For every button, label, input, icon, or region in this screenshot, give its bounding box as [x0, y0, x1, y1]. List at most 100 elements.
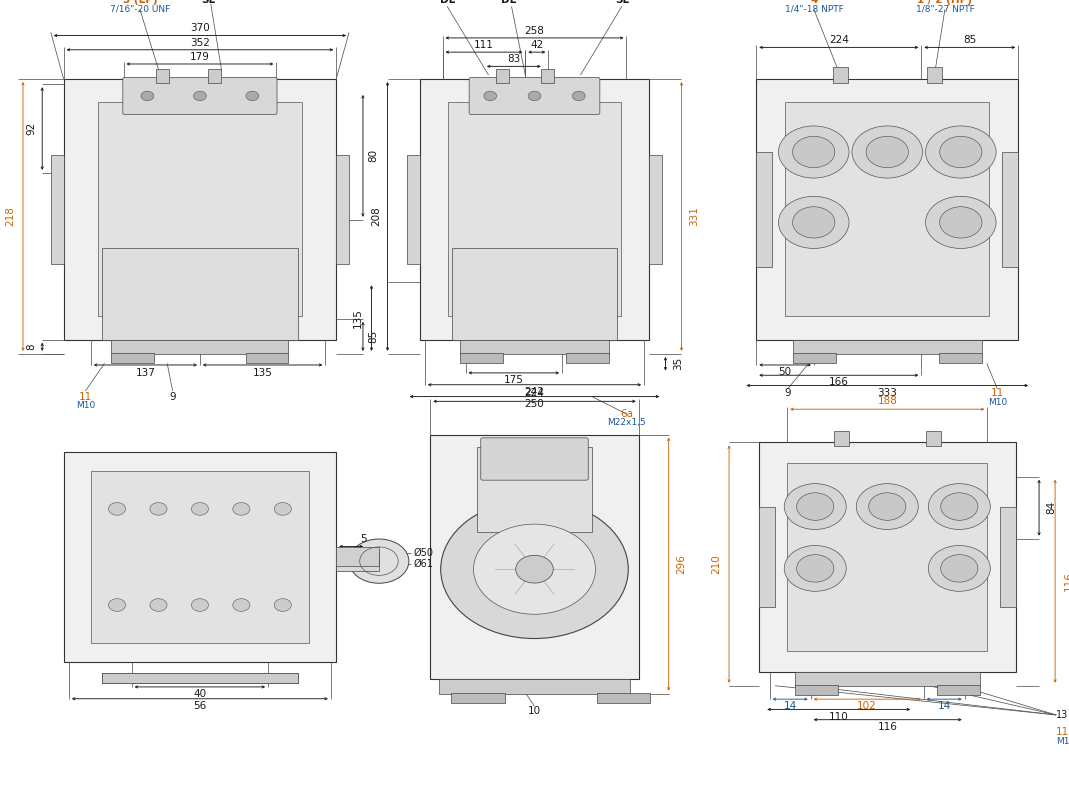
- Text: 116: 116: [1064, 571, 1069, 591]
- Bar: [787, 463, 988, 651]
- Text: SL: SL: [615, 0, 629, 5]
- Bar: [597, 693, 650, 703]
- Text: 14: 14: [938, 702, 950, 711]
- Text: 370: 370: [190, 24, 210, 33]
- Bar: [64, 452, 337, 662]
- Bar: [452, 248, 617, 340]
- Text: 50: 50: [778, 367, 792, 377]
- Circle shape: [150, 599, 167, 611]
- Bar: [111, 353, 154, 363]
- Text: 5: 5: [360, 534, 368, 544]
- Bar: [91, 471, 309, 643]
- Bar: [759, 442, 1016, 672]
- Text: 35: 35: [673, 357, 683, 371]
- Bar: [102, 673, 298, 683]
- Text: 111: 111: [474, 40, 494, 50]
- Bar: [451, 693, 505, 703]
- Bar: [111, 340, 289, 354]
- Text: 110: 110: [828, 712, 849, 721]
- Text: 3 (LP): 3 (LP): [123, 0, 157, 5]
- Text: 242: 242: [525, 387, 544, 397]
- Text: 11: 11: [991, 389, 1004, 398]
- Circle shape: [233, 599, 250, 611]
- FancyBboxPatch shape: [469, 77, 600, 115]
- Circle shape: [191, 502, 208, 515]
- Text: 179: 179: [190, 52, 210, 62]
- Text: 6a: 6a: [620, 409, 633, 419]
- Text: 333: 333: [878, 388, 897, 397]
- Text: 210: 210: [711, 555, 722, 574]
- Text: 9: 9: [169, 392, 176, 401]
- Circle shape: [941, 555, 978, 582]
- Bar: [834, 431, 849, 446]
- Bar: [102, 673, 298, 683]
- Bar: [926, 431, 941, 446]
- Bar: [336, 551, 378, 571]
- Text: 135: 135: [252, 368, 273, 378]
- Text: M10: M10: [1056, 736, 1069, 746]
- Circle shape: [193, 91, 206, 100]
- Bar: [430, 435, 638, 679]
- Circle shape: [440, 500, 629, 638]
- Bar: [50, 155, 63, 264]
- Text: DL*: DL*: [501, 0, 522, 5]
- Text: 102: 102: [857, 702, 877, 711]
- Text: 83: 83: [507, 55, 521, 64]
- Text: 188: 188: [878, 397, 897, 406]
- Circle shape: [275, 599, 292, 611]
- Bar: [208, 69, 221, 83]
- Bar: [460, 340, 609, 354]
- Circle shape: [150, 502, 167, 515]
- Circle shape: [778, 126, 849, 178]
- Text: 250: 250: [525, 399, 544, 408]
- Bar: [567, 353, 609, 363]
- Circle shape: [852, 126, 923, 178]
- Text: 137: 137: [136, 368, 155, 378]
- Circle shape: [796, 555, 834, 582]
- Circle shape: [940, 137, 982, 167]
- Circle shape: [246, 91, 259, 100]
- Text: 296: 296: [677, 554, 686, 574]
- Bar: [793, 353, 836, 363]
- Text: 11: 11: [1056, 728, 1069, 737]
- Text: 331: 331: [690, 206, 699, 227]
- Text: 10: 10: [528, 706, 541, 716]
- Text: 116: 116: [878, 722, 898, 732]
- Bar: [785, 103, 990, 316]
- Circle shape: [348, 539, 408, 583]
- Circle shape: [141, 91, 154, 100]
- Text: Ø50: Ø50: [413, 548, 433, 559]
- Text: DL: DL: [439, 0, 454, 5]
- Bar: [927, 67, 942, 83]
- Bar: [795, 685, 838, 695]
- Circle shape: [785, 483, 847, 529]
- Text: 135: 135: [353, 308, 362, 328]
- Text: 175: 175: [503, 375, 524, 385]
- Circle shape: [484, 91, 497, 100]
- Text: Ø61: Ø61: [413, 559, 433, 569]
- Circle shape: [941, 493, 978, 521]
- Circle shape: [792, 207, 835, 238]
- Text: 7/16"-20 UNF: 7/16"-20 UNF: [110, 5, 170, 14]
- Bar: [795, 672, 979, 686]
- Text: 224: 224: [828, 36, 849, 45]
- Bar: [650, 155, 663, 264]
- Bar: [64, 79, 337, 340]
- Text: 14: 14: [784, 702, 796, 711]
- Circle shape: [928, 546, 990, 591]
- Text: 1 / 2 (HP): 1 / 2 (HP): [917, 0, 973, 5]
- Bar: [97, 103, 303, 316]
- Text: 208: 208: [371, 207, 381, 227]
- Circle shape: [515, 555, 554, 583]
- FancyBboxPatch shape: [123, 77, 277, 115]
- Text: M10: M10: [76, 401, 95, 410]
- Circle shape: [275, 502, 292, 515]
- Circle shape: [940, 207, 982, 238]
- Text: 13: 13: [1056, 710, 1068, 720]
- Text: M22x1,5: M22x1,5: [607, 418, 646, 427]
- Text: 42: 42: [530, 40, 543, 50]
- Text: 258: 258: [525, 26, 544, 36]
- Circle shape: [572, 91, 585, 100]
- Circle shape: [869, 493, 905, 521]
- Bar: [246, 353, 289, 363]
